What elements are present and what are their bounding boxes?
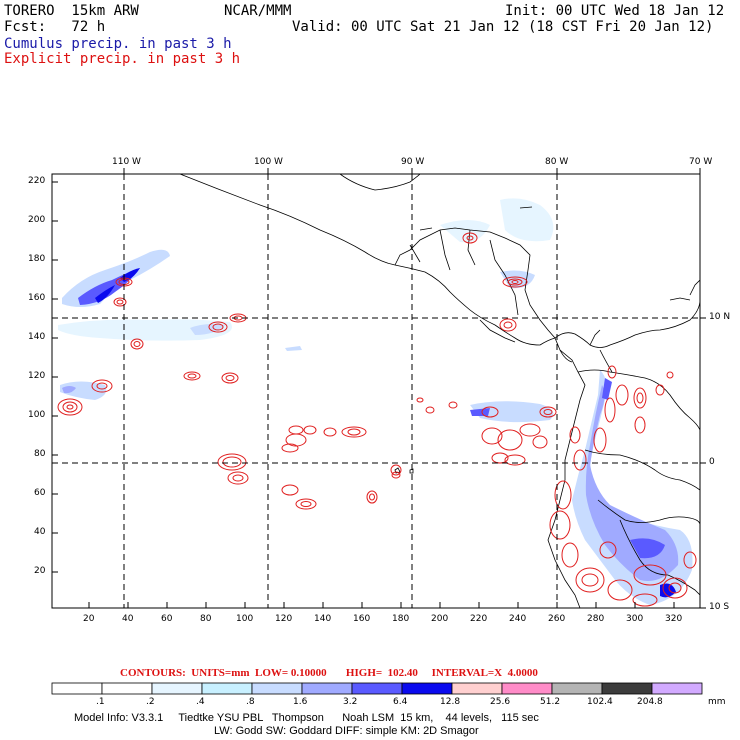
colorbar-swatch (651, 682, 703, 695)
model-title: TORERO 15km ARW (4, 3, 139, 19)
coastlines (179, 174, 700, 608)
axis-ticks (52, 168, 706, 609)
colorbar-swatch (401, 682, 453, 695)
center-name: NCAR/MMM (224, 3, 292, 19)
x-tick-180: 180 (392, 614, 410, 624)
x-tick-20: 20 (83, 614, 95, 624)
colorbar-label: 12.8 (440, 697, 461, 707)
y-tick-140: 140 (28, 332, 46, 342)
y-tick-200: 200 (28, 215, 46, 225)
lat-label-10n: 10 N (709, 312, 731, 322)
colorbar-label: 6.4 (393, 697, 408, 707)
colorbar-swatch (451, 682, 503, 695)
lat-label-0: 0 (709, 457, 715, 467)
colorbar-label: 102.4 (587, 697, 613, 707)
x-tick-40: 40 (122, 614, 134, 624)
x-tick-160: 160 (353, 614, 371, 624)
colorbar-swatch (201, 682, 253, 695)
x-tick-80: 80 (200, 614, 212, 624)
x-tick-280: 280 (587, 614, 605, 624)
x-tick-140: 140 (314, 614, 332, 624)
x-tick-320: 320 (665, 614, 683, 624)
y-tick-120: 120 (28, 371, 46, 381)
colorbar-swatch (301, 682, 353, 695)
valid-time: Valid: 00 UTC Sat 21 Jan 12 (18 CST Fri … (292, 19, 714, 35)
lon-label-70w: 70 W (689, 157, 713, 167)
lon-label-90w: 90 W (401, 157, 425, 167)
x-tick-200: 200 (431, 614, 449, 624)
colorbar-label: 3.2 (343, 697, 358, 707)
x-tick-260: 260 (548, 614, 566, 624)
colorbar-swatch (601, 682, 653, 695)
colorbar-swatch (101, 682, 153, 695)
y-tick-20: 20 (34, 566, 46, 576)
y-tick-40: 40 (34, 527, 46, 537)
colorbar-swatch (251, 682, 303, 695)
graticule (52, 174, 700, 608)
colorbar-label: .8 (246, 697, 255, 707)
forecast-hour: Fcst: 72 h (4, 19, 106, 35)
x-tick-240: 240 (509, 614, 527, 624)
explicit-precip-contours (57, 232, 697, 607)
contours-info: CONTOURS: UNITS=mm LOW= 0.10000 HIGH= 10… (120, 667, 538, 679)
y-tick-80: 80 (34, 449, 46, 459)
legend-explicit: Explicit precip. in past 3 h (4, 51, 241, 67)
colorbar-label: 1.6 (293, 697, 308, 707)
y-tick-160: 160 (28, 293, 46, 303)
x-tick-100: 100 (236, 614, 254, 624)
y-tick-60: 60 (34, 488, 46, 498)
colorbar-label: .2 (146, 697, 155, 707)
lon-label-80w: 80 W (545, 157, 569, 167)
colorbar-label: 25.6 (490, 697, 511, 707)
x-tick-60: 60 (161, 614, 173, 624)
x-tick-220: 220 (470, 614, 488, 624)
model-info: Model Info: V3.3.1 Tiedtke YSU PBL Thomp… (74, 712, 539, 724)
y-tick-180: 180 (28, 254, 46, 264)
legend-cumulus: Cumulus precip. in past 3 h (4, 36, 232, 52)
cumulus-precip-areas (58, 198, 693, 605)
colorbar-label: 51.2 (540, 697, 561, 707)
colorbar-swatch (501, 682, 553, 695)
colorbar-label: .4 (196, 697, 205, 707)
colorbar-swatch (151, 682, 203, 695)
colorbar-units: mm (708, 697, 726, 707)
colorbar (51, 682, 703, 695)
y-tick-100: 100 (28, 410, 46, 420)
lon-label-110w: 110 W (112, 157, 141, 167)
y-tick-220: 220 (28, 176, 46, 186)
init-time: Init: 00 UTC Wed 18 Jan 12 (505, 3, 725, 19)
x-tick-300: 300 (626, 614, 644, 624)
map-frame (51, 173, 701, 609)
physics-info: LW: Godd SW: Goddard DIFF: simple KM: 2D… (214, 725, 479, 737)
colorbar-swatch (51, 682, 103, 695)
colorbar-swatch (551, 682, 603, 695)
colorbar-label: 204.8 (637, 697, 663, 707)
lon-label-100w: 100 W (254, 157, 283, 167)
lat-label-10s: 10 S (709, 602, 730, 612)
x-tick-120: 120 (275, 614, 293, 624)
colorbar-label: .1 (96, 697, 105, 707)
colorbar-swatch (351, 682, 403, 695)
